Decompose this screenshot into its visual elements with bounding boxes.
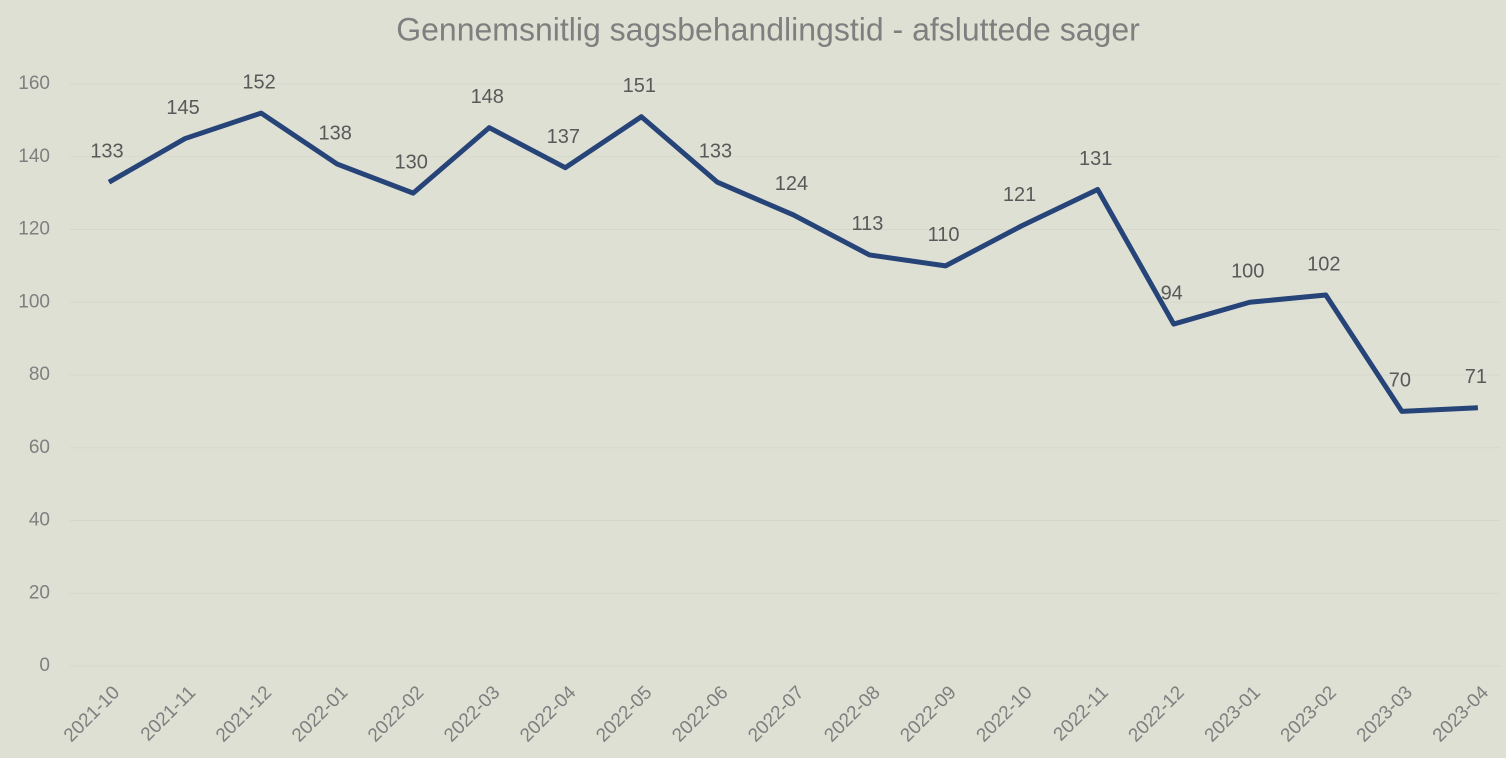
y-tick-label: 20	[29, 582, 50, 603]
data-label: 94	[1161, 282, 1183, 304]
data-label: 121	[1003, 184, 1036, 206]
data-label: 124	[775, 173, 808, 195]
data-label: 100	[1231, 261, 1264, 283]
data-label: 148	[471, 86, 504, 108]
y-tick-label: 100	[18, 291, 50, 312]
data-label: 137	[547, 126, 580, 148]
data-label: 133	[90, 140, 123, 162]
data-label: 70	[1389, 370, 1411, 392]
y-tick-label: 60	[29, 437, 50, 458]
data-label: 133	[699, 140, 732, 162]
data-label: 152	[242, 71, 275, 93]
chart-title: Gennemsnitlig sagsbehandlingstid - afslu…	[396, 11, 1140, 47]
data-label: 145	[166, 97, 199, 119]
y-tick-label: 120	[18, 219, 50, 240]
data-label: 131	[1079, 148, 1112, 170]
data-label: 138	[318, 122, 351, 144]
data-label: 102	[1307, 253, 1340, 275]
data-label: 110	[928, 224, 960, 246]
data-label: 71	[1465, 366, 1487, 388]
y-tick-label: 0	[39, 655, 50, 676]
y-tick-label: 80	[29, 364, 50, 385]
line	[107, 110, 1479, 414]
data-label: 130	[395, 151, 428, 173]
y-tick-label: 140	[18, 146, 50, 167]
y-tick-label: 160	[18, 73, 50, 94]
data-label: 151	[623, 75, 656, 97]
y-tick-label: 40	[29, 510, 50, 531]
data-label: 113	[852, 213, 884, 235]
